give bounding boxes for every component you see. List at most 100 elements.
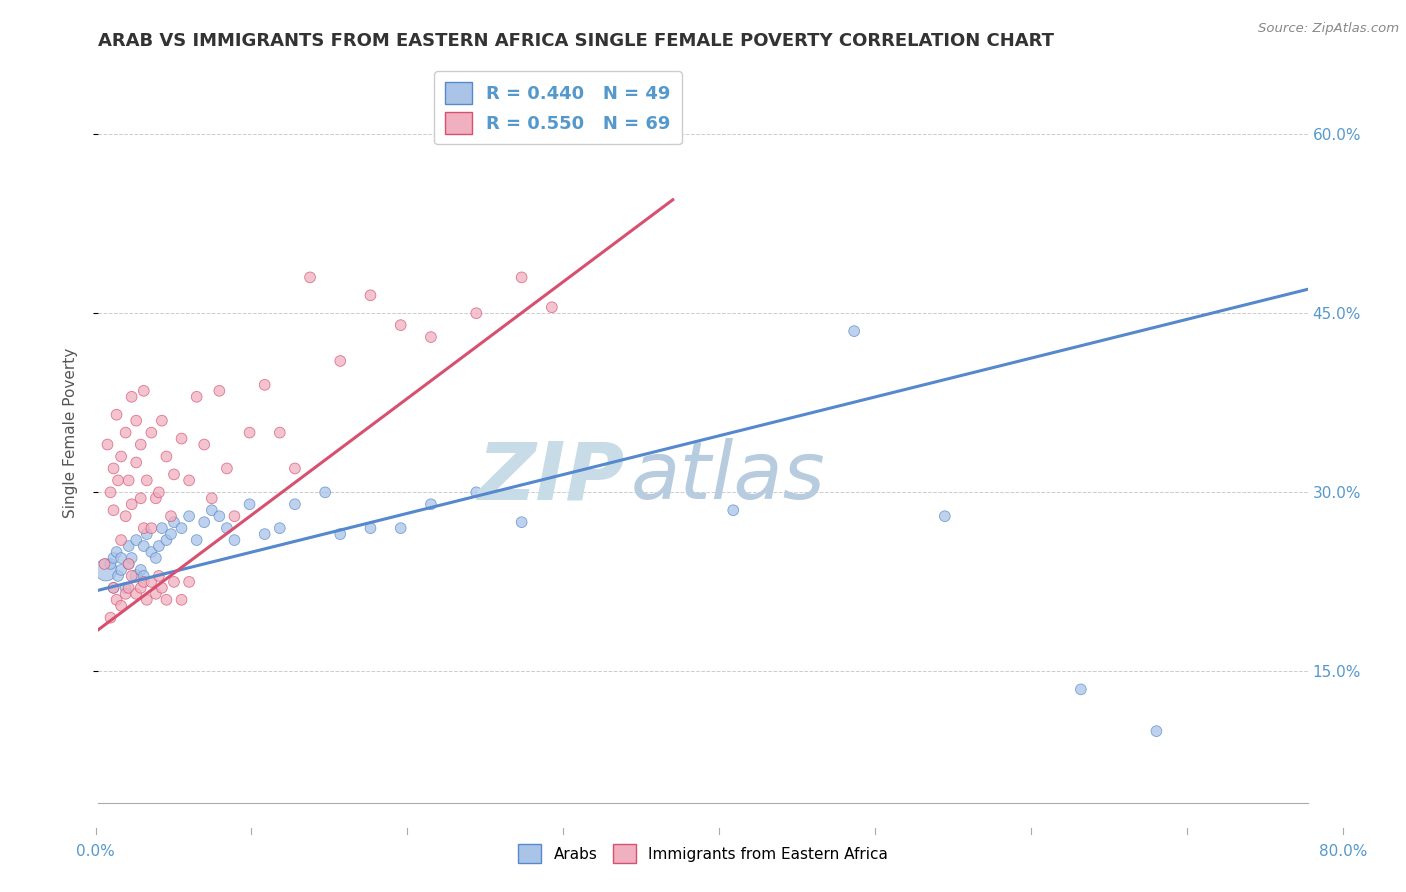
Point [360, 288, 382, 302]
Point [118, 474, 141, 488]
Point [100, 485, 122, 500]
Point [145, 551, 167, 566]
Point [723, 503, 745, 517]
Point [269, 521, 291, 535]
Text: ZIP: ZIP [477, 438, 624, 516]
Point [118, 557, 141, 571]
Point [299, 270, 322, 285]
Point [103, 581, 125, 595]
Point [114, 509, 136, 524]
Point [160, 509, 183, 524]
Point [114, 587, 136, 601]
Point [193, 515, 215, 529]
Point [135, 527, 157, 541]
Text: 80.0%: 80.0% [1319, 845, 1367, 859]
Point [179, 574, 201, 589]
Point [179, 509, 201, 524]
Point [145, 587, 167, 601]
Point [934, 509, 956, 524]
Point [215, 521, 238, 535]
Point [145, 491, 167, 506]
Point [170, 432, 193, 446]
Point [314, 485, 336, 500]
Point [844, 324, 866, 338]
Point [107, 569, 129, 583]
Point [141, 545, 163, 559]
Point [163, 467, 186, 482]
Point [186, 390, 208, 404]
Text: Source: ZipAtlas.com: Source: ZipAtlas.com [1258, 22, 1399, 36]
Point [121, 390, 143, 404]
Point [121, 569, 143, 583]
Point [284, 461, 307, 475]
Point [100, 610, 122, 624]
Point [141, 521, 163, 535]
Point [193, 437, 215, 451]
Point [155, 450, 177, 464]
Point [125, 533, 148, 547]
Point [510, 270, 533, 285]
Point [103, 503, 125, 517]
Point [155, 533, 177, 547]
Point [110, 450, 132, 464]
Point [224, 533, 246, 547]
Point [1144, 724, 1167, 739]
Point [148, 539, 170, 553]
Point [129, 581, 152, 595]
Point [110, 551, 132, 566]
Point [160, 527, 183, 541]
Text: 0.0%: 0.0% [76, 845, 115, 859]
Point [125, 455, 148, 469]
Point [110, 563, 132, 577]
Point [284, 497, 307, 511]
Point [132, 539, 155, 553]
Point [208, 509, 231, 524]
Point [253, 527, 276, 541]
Point [148, 485, 170, 500]
Point [465, 485, 488, 500]
Point [129, 563, 152, 577]
Point [118, 557, 141, 571]
Point [129, 437, 152, 451]
Text: ARAB VS IMMIGRANTS FROM EASTERN AFRICA SINGLE FEMALE POVERTY CORRELATION CHART: ARAB VS IMMIGRANTS FROM EASTERN AFRICA S… [98, 32, 1054, 50]
Point [141, 425, 163, 440]
Point [215, 461, 238, 475]
Point [103, 461, 125, 475]
Point [150, 414, 173, 428]
Point [170, 521, 193, 535]
Point [155, 592, 177, 607]
Point [132, 521, 155, 535]
Point [121, 497, 143, 511]
Legend: Arabs, Immigrants from Eastern Africa: Arabs, Immigrants from Eastern Africa [512, 838, 894, 869]
Point [253, 377, 276, 392]
Point [510, 515, 533, 529]
Point [96, 437, 118, 451]
Point [329, 354, 352, 368]
Point [93, 557, 115, 571]
Point [170, 592, 193, 607]
Point [208, 384, 231, 398]
Point [105, 408, 128, 422]
Point [132, 574, 155, 589]
Point [135, 474, 157, 488]
Point [465, 306, 488, 320]
Point [150, 521, 173, 535]
Point [224, 509, 246, 524]
Point [150, 581, 173, 595]
Point [132, 569, 155, 583]
Point [360, 521, 382, 535]
Y-axis label: Single Female Poverty: Single Female Poverty [63, 348, 77, 517]
Point [103, 551, 125, 566]
Point [103, 581, 125, 595]
Point [94, 563, 117, 577]
Point [114, 581, 136, 595]
Point [420, 497, 443, 511]
Point [201, 503, 224, 517]
Point [125, 414, 148, 428]
Point [110, 599, 132, 613]
Point [132, 384, 155, 398]
Point [105, 592, 128, 607]
Point [107, 474, 129, 488]
Point [239, 425, 262, 440]
Point [540, 300, 562, 314]
